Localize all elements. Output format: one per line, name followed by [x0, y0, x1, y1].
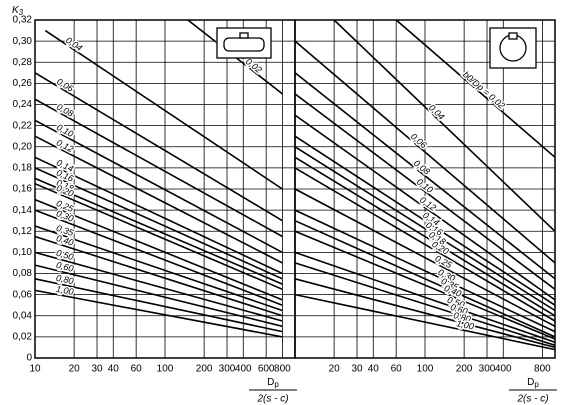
x-axis-label-part: D — [527, 377, 534, 388]
plot: 0 0,02 0,04 0,06 0,08 0,10 0,12 0,14 0,16 0,18 0,2… — [12, 5, 557, 405]
y-tick-label: 0,14 — [13, 205, 33, 216]
curve — [34, 167, 283, 280]
curve — [294, 40, 556, 264]
curve — [294, 93, 556, 290]
curve — [294, 219, 556, 338]
x-tick-label: 100 — [417, 364, 434, 375]
curve — [294, 278, 556, 349]
y-tick-label: 0,08 — [13, 268, 33, 279]
x-tick-label: 200 — [456, 364, 473, 375]
y-tick-label: 0,30 — [13, 36, 33, 47]
curve — [294, 156, 556, 317]
y-tick-label: 0,24 — [13, 99, 33, 110]
curve — [34, 177, 283, 285]
curve — [294, 188, 556, 328]
y-axis-label-part: 3 — [19, 8, 24, 17]
x-axis-label: Dp — [267, 377, 279, 389]
curve — [294, 167, 556, 322]
curve — [294, 146, 556, 312]
x-tick-label: 60 — [391, 364, 403, 375]
curve — [34, 235, 283, 317]
curve — [294, 114, 556, 301]
y-tick-label: 0,18 — [13, 163, 33, 174]
curve — [294, 230, 556, 340]
y-tick-label: 0,10 — [13, 247, 33, 258]
y-tick-label: 0,12 — [13, 226, 33, 237]
x-axis-label-part: p — [274, 380, 279, 389]
curve — [34, 264, 283, 328]
icon-shape — [223, 37, 265, 52]
curve — [294, 72, 556, 280]
x-axis-label: 2(s - c) — [516, 394, 548, 405]
x-tick-label: 300 — [219, 364, 236, 375]
curve-label: 1,00 — [55, 284, 74, 297]
icon-nozzle — [239, 32, 249, 39]
curve — [34, 251, 283, 322]
curve — [34, 198, 283, 301]
curve — [34, 72, 283, 222]
x-tick-label: 800 — [274, 364, 291, 375]
y-tick-label: 0,28 — [13, 57, 33, 68]
curve — [34, 289, 283, 338]
x-tick-label: 600 — [258, 364, 275, 375]
curve — [34, 98, 283, 238]
x-tick-label: 100 — [157, 364, 174, 375]
curve — [34, 156, 283, 275]
x-tick-label: 200 — [196, 364, 213, 375]
y-tick-label: 0,20 — [13, 141, 33, 152]
curve — [34, 182, 283, 291]
curve — [34, 119, 283, 254]
x-tick-label: 30 — [351, 364, 363, 375]
x-tick-label: 400 — [495, 364, 512, 375]
x-tick-label: 800 — [534, 364, 551, 375]
x-tick-label: 40 — [368, 364, 380, 375]
y-tick-label: 0,26 — [13, 78, 33, 89]
x-axis-label-part: p — [534, 380, 539, 389]
x-tick-label: 20 — [329, 364, 341, 375]
curve — [44, 29, 283, 190]
y-axis-label: K3 — [12, 5, 24, 17]
x-tick-label: 20 — [69, 364, 81, 375]
y-axis-label-part: K — [12, 5, 20, 16]
x-tick-label: 40 — [108, 364, 120, 375]
x-tick-label: 300 — [479, 364, 496, 375]
x-axis-label: Dp — [527, 377, 539, 389]
curve — [34, 135, 283, 264]
x-tick-label: 10 — [29, 364, 41, 375]
x-tick-label: 30 — [91, 364, 103, 375]
y-tick-label: 0,16 — [13, 184, 33, 195]
x-axis-label-part: D — [267, 377, 274, 388]
curve-label: 0,04 — [427, 102, 447, 121]
curve — [294, 293, 556, 351]
y-tick-label: 0 — [26, 353, 32, 364]
curve — [333, 19, 556, 232]
x-axis-label: 2(s - c) — [256, 394, 288, 405]
x-tick-label: 400 — [235, 364, 252, 375]
curve — [34, 209, 283, 306]
x-tick-label: 60 — [131, 364, 143, 375]
curve — [294, 251, 556, 343]
y-tick-label: 0,04 — [13, 310, 33, 321]
icon-nozzle — [508, 32, 518, 40]
curve — [34, 225, 283, 312]
curve — [395, 19, 556, 158]
y-tick-label: 0,32 — [13, 15, 33, 26]
curve — [294, 262, 556, 347]
y-tick-label: 0,06 — [13, 289, 33, 300]
curve — [34, 278, 283, 333]
icon-right — [489, 27, 537, 69]
curve — [294, 209, 556, 333]
icon-left — [216, 27, 272, 59]
y-tick-label: 0,02 — [13, 332, 33, 343]
curve — [294, 135, 556, 306]
y-tick-label: 0,22 — [13, 120, 33, 131]
